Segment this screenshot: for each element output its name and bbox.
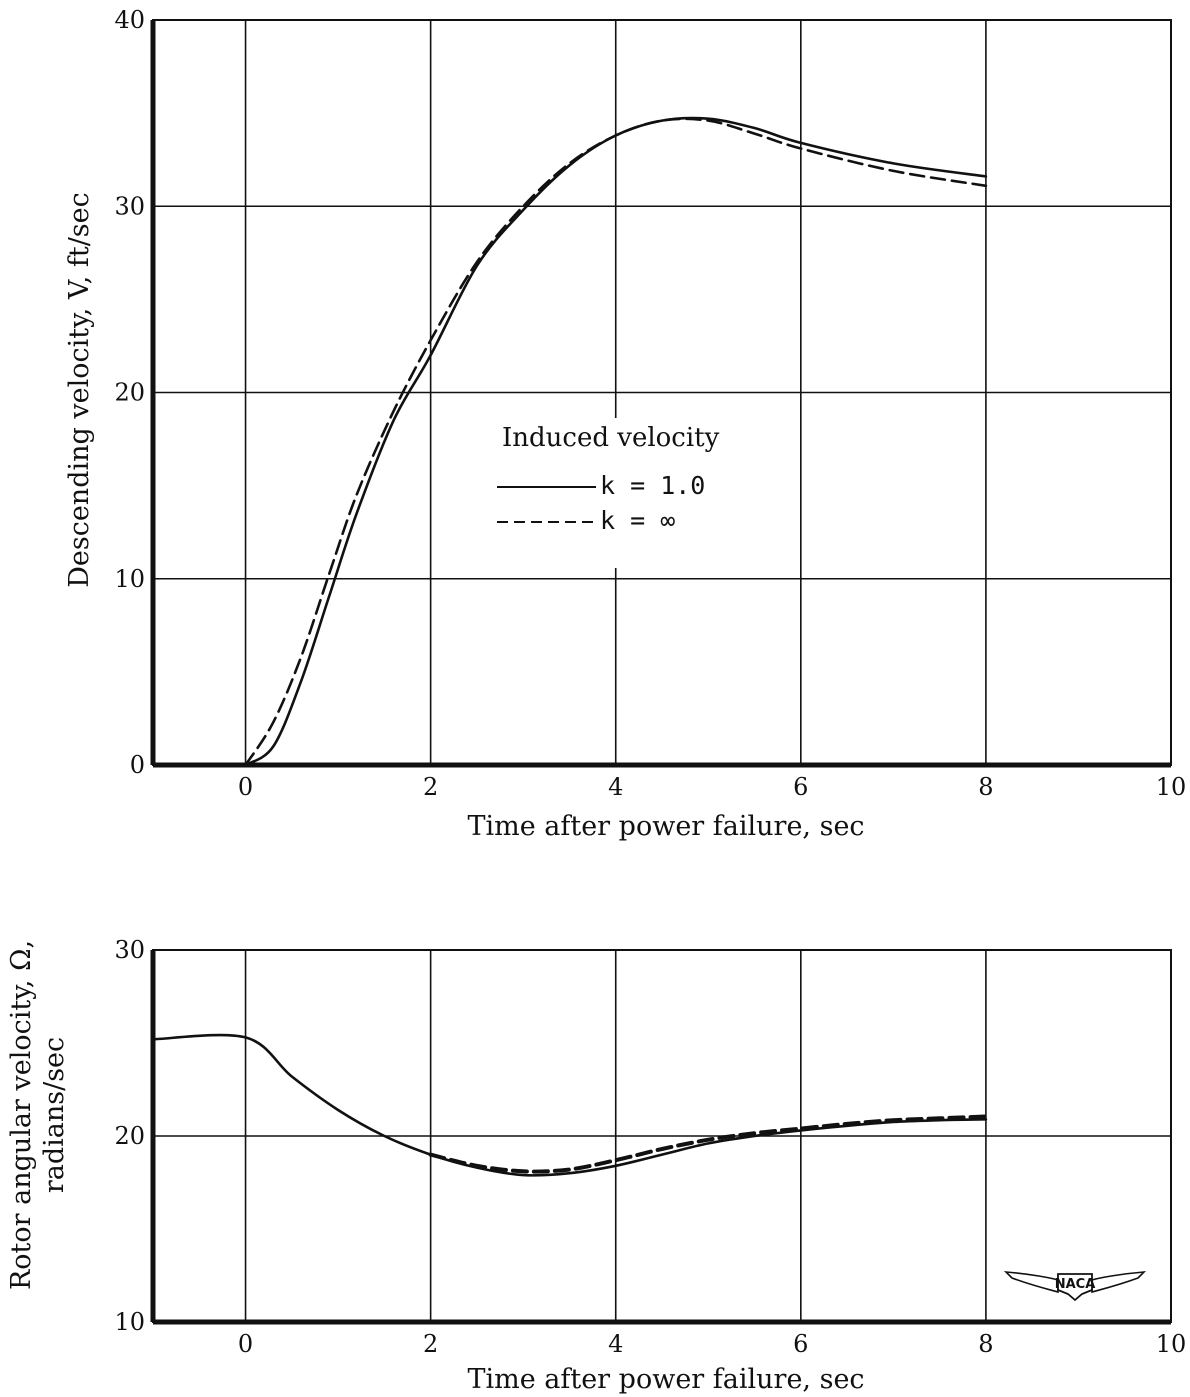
tick-labels: 0 2 4 6 8 10 0 10 20 30 40 [114, 6, 1186, 801]
y-tick-label: 0 [130, 751, 145, 779]
grid [153, 20, 1171, 765]
logo-text: NACA [1055, 1277, 1096, 1292]
grid [153, 950, 1171, 1322]
x-axis-label: Time after power failure, sec [467, 1364, 864, 1395]
y-axis-label: Descending velocity, V, ft/sec [64, 192, 95, 588]
series-line-k-1 [153, 1035, 986, 1175]
x-tick-label: 2 [423, 773, 438, 801]
right-wing [1092, 1272, 1144, 1292]
y-tick-label: 30 [114, 936, 145, 964]
y-tick-label: 30 [114, 192, 145, 220]
y-tick-label: 10 [114, 1308, 145, 1336]
y-tick-label: 20 [114, 379, 145, 407]
x-tick-label: 10 [1156, 1330, 1187, 1358]
y-tick-label: 40 [114, 6, 145, 34]
rotor-angular-velocity-chart: 0 2 4 6 8 10 10 20 30 Time after power failure, … [6, 936, 1186, 1395]
left-wing [1006, 1272, 1058, 1292]
x-tick-label: 0 [238, 773, 253, 801]
x-tick-label: 4 [608, 773, 623, 801]
x-tick-label: 8 [978, 1330, 993, 1358]
y-axis-label-units: radians/sec [39, 1037, 70, 1193]
x-tick-label: 10 [1156, 773, 1187, 801]
legend-title: Induced velocity [502, 423, 720, 453]
y-axis-label: Rotor angular velocity, Ω, [6, 940, 37, 1290]
legend-label-kinf: k = ∞ [600, 506, 675, 535]
x-tick-label: 0 [238, 1330, 253, 1358]
x-tick-label: 2 [423, 1330, 438, 1358]
y-tick-label: 10 [114, 565, 145, 593]
x-tick-label: 6 [793, 1330, 808, 1358]
series-group [153, 1035, 986, 1175]
y-tick-label: 20 [114, 1122, 145, 1150]
legend: Induced velocity k = 1.0 k = ∞ [490, 418, 770, 568]
x-tick-label: 8 [978, 773, 993, 801]
naca-wings-logo: NACA [1006, 1272, 1144, 1300]
descending-velocity-chart: 0 2 4 6 8 10 0 10 20 30 40 Time after power failur… [64, 6, 1186, 842]
legend-label-k1: k = 1.0 [600, 471, 705, 500]
x-tick-label: 6 [793, 773, 808, 801]
tick-labels: 0 2 4 6 8 10 10 20 30 [114, 936, 1186, 1358]
x-axis-label: Time after power failure, sec [467, 811, 864, 842]
x-tick-label: 4 [608, 1330, 623, 1358]
